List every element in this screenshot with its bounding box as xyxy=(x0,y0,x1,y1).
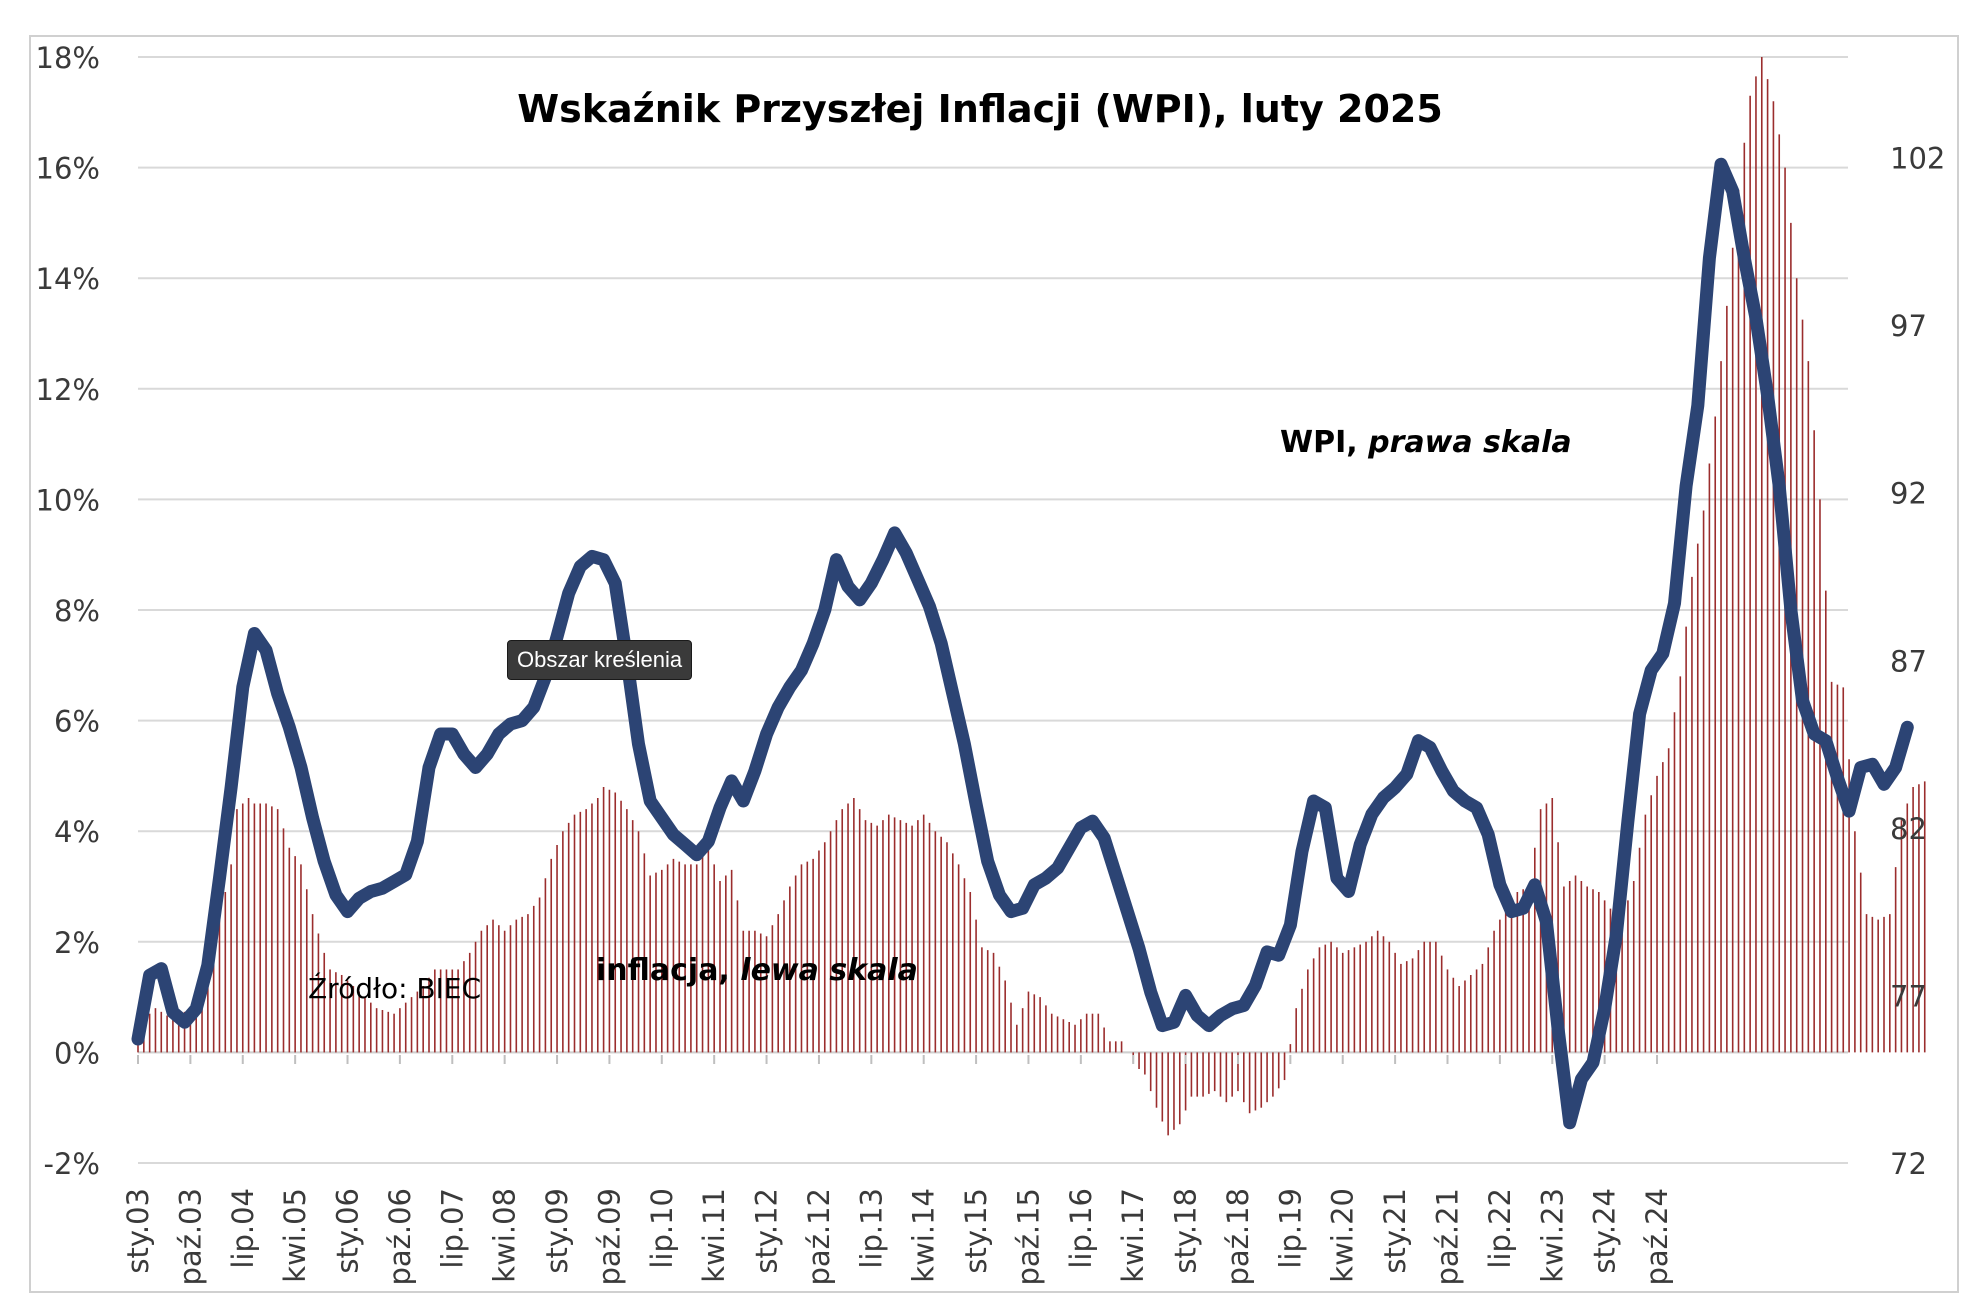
y-left-tick-label: 8% xyxy=(54,594,100,628)
chart-title: Wskaźnik Przyszłej Inflacji (WPI), luty … xyxy=(517,87,1443,131)
x-tick-label: lip.22 xyxy=(1483,1188,1517,1269)
x-tick-label: lip.07 xyxy=(435,1188,469,1269)
y-left-tick-label: 10% xyxy=(36,483,100,517)
y-left-tick-label: 2% xyxy=(54,926,100,960)
y-axis-left-ticks: -2% 0% 2% 4% 6% 8% 10% 12% 14% 16% 18% xyxy=(36,41,100,1181)
x-tick-label: kwi.20 xyxy=(1326,1188,1360,1283)
y-left-tick-label: 0% xyxy=(54,1036,100,1070)
x-tick-label: sty.21 xyxy=(1378,1188,1412,1274)
x-tick-label: paź.12 xyxy=(802,1188,836,1286)
y-left-tick-label: 18% xyxy=(36,41,100,75)
x-tick-label: kwi.14 xyxy=(907,1188,941,1283)
y-left-tick-label: 4% xyxy=(54,815,100,849)
x-tick-label: sty.18 xyxy=(1169,1188,1203,1274)
x-tick-label: sty.09 xyxy=(540,1188,574,1274)
inflation-bars xyxy=(137,57,1926,1136)
x-tick-label: lip.19 xyxy=(1273,1188,1307,1269)
chart-area-border xyxy=(29,35,1959,1293)
x-tick-label: paź.24 xyxy=(1640,1188,1674,1286)
x-tick-label: kwi.23 xyxy=(1535,1188,1569,1283)
x-tick-label: lip.10 xyxy=(645,1188,679,1269)
wpi-annotation: WPI, prawa skala xyxy=(1280,425,1572,460)
y-axis-right-ticks: 72 77 82 87 92 97 102 xyxy=(1890,142,1945,1181)
x-tick-label: lip.16 xyxy=(1064,1188,1098,1269)
x-tick-label: paź.06 xyxy=(383,1188,417,1286)
y-left-tick-label: 16% xyxy=(36,152,100,186)
x-tick-label: sty.03 xyxy=(121,1188,155,1274)
y-right-tick-label: 92 xyxy=(1890,477,1927,511)
y-right-tick-label: 82 xyxy=(1890,812,1927,846)
x-tick-label: paź.21 xyxy=(1431,1188,1465,1286)
x-tick-label: sty.24 xyxy=(1588,1188,1622,1274)
x-tick-label: kwi.11 xyxy=(697,1188,731,1283)
x-tick-label: paź.03 xyxy=(173,1188,207,1286)
x-axis-ticks: sty.03 paź.03 lip.04 kwi.05 sty.06 paź.06 lip.… xyxy=(121,1055,1674,1286)
x-tick-label: kwi.17 xyxy=(1116,1188,1150,1283)
inflation-annotation: inflacja, lewa skala xyxy=(596,953,918,988)
plot-area-tooltip: Obszar kreślenia xyxy=(507,640,693,680)
y-right-tick-label: 87 xyxy=(1890,644,1927,678)
y-left-tick-label: -2% xyxy=(44,1147,100,1181)
source-label: Źródło: BIEC xyxy=(308,971,481,1005)
x-tick-label: lip.13 xyxy=(854,1188,888,1269)
y-left-tick-label: 12% xyxy=(36,373,100,407)
y-right-tick-label: 102 xyxy=(1890,142,1945,176)
y-left-tick-label: 6% xyxy=(54,705,100,739)
y-left-tick-label: 14% xyxy=(36,262,100,296)
x-tick-label: sty.06 xyxy=(331,1188,365,1274)
x-tick-label: kwi.08 xyxy=(488,1188,522,1283)
x-tick-label: sty.12 xyxy=(750,1188,784,1274)
y-right-tick-label: 77 xyxy=(1890,979,1927,1013)
y-right-tick-label: 97 xyxy=(1890,309,1927,343)
wpi-line xyxy=(131,157,1914,1130)
x-tick-label: lip.04 xyxy=(226,1188,260,1269)
x-tick-label: paź.18 xyxy=(1221,1188,1255,1286)
x-tick-label: paź.15 xyxy=(1011,1188,1045,1286)
x-tick-label: kwi.05 xyxy=(278,1188,312,1283)
x-tick-label: paź.09 xyxy=(592,1188,626,1286)
y-right-tick-label: 72 xyxy=(1890,1147,1927,1181)
x-tick-label: sty.15 xyxy=(959,1188,993,1274)
